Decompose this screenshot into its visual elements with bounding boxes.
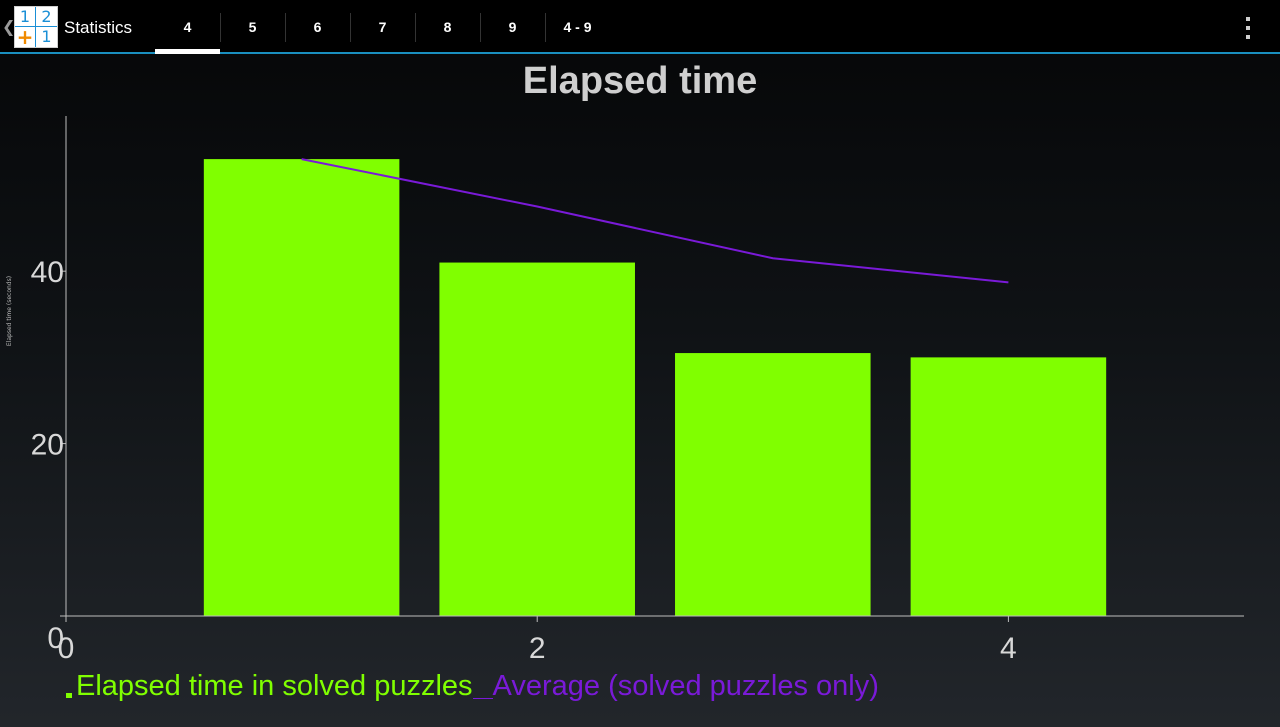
bar bbox=[910, 357, 1107, 616]
x-tick-label: 2 bbox=[529, 632, 546, 665]
chart-legend: Elapsed time in solved puzzles Average (… bbox=[66, 668, 879, 704]
logo-digit: 2 bbox=[36, 7, 57, 27]
legend-swatch-line bbox=[472, 698, 493, 699]
logo-digit: 1 bbox=[15, 7, 36, 27]
bar bbox=[203, 159, 400, 616]
y-tick-label: 20 bbox=[31, 429, 64, 462]
logo-digit: + bbox=[15, 27, 36, 47]
logo-digit: 1 bbox=[41, 27, 52, 46]
overflow-menu-icon[interactable] bbox=[1238, 17, 1258, 39]
tab-size-8[interactable]: 8 bbox=[415, 0, 480, 54]
legend-item-elapsed: Elapsed time in solved puzzles bbox=[76, 670, 473, 702]
legend-item-average: Average (solved puzzles only) bbox=[492, 670, 879, 702]
y-tick-label: 40 bbox=[31, 256, 64, 289]
tab-size-9[interactable]: 9 bbox=[480, 0, 545, 54]
tab-size-6[interactable]: 6 bbox=[285, 0, 350, 54]
y-axis-label: Elapsed time (seconds) bbox=[6, 276, 13, 346]
legend-swatch-bars bbox=[66, 693, 72, 698]
tab-size-7[interactable]: 7 bbox=[350, 0, 415, 54]
x-tick-label: 4 bbox=[1000, 632, 1017, 665]
x-tick-label: 0 bbox=[58, 632, 75, 665]
chart-title: Elapsed time bbox=[522, 60, 758, 102]
bar bbox=[675, 353, 871, 616]
tab-size-all[interactable]: 4 - 9 bbox=[545, 0, 610, 54]
tab-size-4[interactable]: 4 bbox=[155, 0, 220, 54]
average-line bbox=[301, 158, 1009, 284]
app-logo-icon[interactable]: 1 2 + 1 bbox=[14, 6, 58, 48]
bar bbox=[439, 262, 635, 616]
action-bar: ❮ 1 2 + 1 Statistics 4 5 6 7 8 9 4 - 9 bbox=[0, 0, 1280, 54]
app-title: Statistics bbox=[64, 18, 133, 37]
chevron-left-icon[interactable]: ❮ bbox=[2, 17, 16, 36]
tab-size-5[interactable]: 5 bbox=[220, 0, 285, 54]
grid-size-tabs: 4 5 6 7 8 9 4 - 9 bbox=[155, 0, 610, 54]
y-tick-label: 0 bbox=[47, 622, 64, 655]
